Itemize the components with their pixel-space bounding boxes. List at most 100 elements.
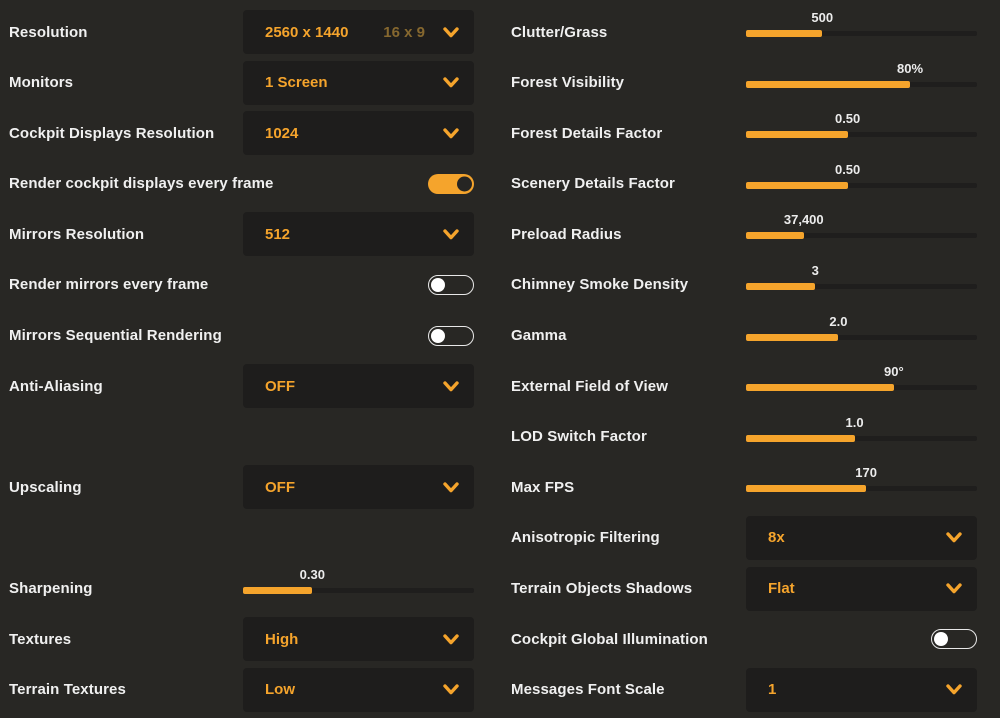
slider-value: 170 [855, 465, 877, 481]
setting-row-mirrors-resolution: Mirrors Resolution 512 [9, 212, 474, 257]
setting-row-anti-aliasing: Anti-Aliasing OFF [9, 364, 474, 409]
slider-fill [746, 434, 855, 442]
slider-fill [746, 485, 867, 493]
toggle-switch[interactable] [931, 629, 977, 650]
slider-value: 37,400 [783, 212, 824, 228]
chevron-down-icon [443, 229, 459, 240]
slider: 0.50 [746, 162, 977, 206]
setting-control: 1024 [243, 111, 474, 156]
setting-row-forest-visibility: Forest Visibility 80% [511, 61, 977, 105]
setting-control: 2560 x 1440 16 x 9 [243, 10, 474, 54]
slider-fill [746, 30, 823, 37]
toggle-knob [431, 328, 445, 343]
setting-label: Chimney Smoke Density [511, 276, 689, 294]
setting-row-textures: Textures High [9, 617, 474, 662]
setting-control [243, 162, 474, 206]
toggle-knob [456, 176, 472, 192]
dropdown-select[interactable]: High [243, 617, 474, 662]
slider: 170 [746, 465, 977, 509]
setting-label: Sharpening [9, 580, 93, 598]
slider-value: 1.0 [845, 414, 864, 430]
setting-control [243, 263, 474, 307]
dropdown-value: High [265, 630, 299, 648]
setting-row-render-mirrors-every-frame: Render mirrors every frame [9, 263, 474, 307]
slider-value: 0.50 [834, 161, 861, 177]
setting-label: Cockpit Displays Resolution [9, 124, 215, 142]
slider-value: 2.0 [829, 313, 848, 329]
dropdown-value: Low [265, 681, 295, 699]
slider-track[interactable] [746, 435, 977, 441]
setting-row-anisotropic-filtering: Anisotropic Filtering 8x [511, 515, 977, 560]
slider-track[interactable] [746, 334, 977, 340]
dropdown-select[interactable]: Low [243, 667, 474, 712]
setting-control: 512 [243, 212, 474, 257]
toggle-switch[interactable] [428, 173, 474, 194]
slider-fill [746, 333, 839, 341]
dropdown-select[interactable]: OFF [243, 465, 474, 510]
chevron-down-icon [443, 26, 459, 37]
setting-control [746, 617, 977, 661]
setting-row-upscaling: Upscaling OFF [9, 465, 474, 510]
setting-label: Forest Details Factor [511, 124, 663, 142]
column-left: Resolution 2560 x 1440 16 x 9 Monitors 1… [9, 10, 474, 712]
slider-value: 0.50 [834, 111, 861, 127]
setting-label: Upscaling [9, 478, 82, 496]
setting-row-max-fps: Max FPS 170 [511, 465, 977, 509]
setting-row-monitors: Monitors 1 Screen [9, 60, 474, 105]
dropdown-value: Flat [768, 580, 795, 598]
slider: 1.0 [746, 415, 977, 459]
dropdown-select[interactable]: 1 [746, 667, 977, 712]
setting-control: Low [243, 667, 474, 712]
setting-label: Preload Radius [511, 225, 622, 243]
slider: 0.30 [243, 567, 474, 611]
setting-label: Resolution [9, 23, 88, 41]
slider-track[interactable] [746, 233, 977, 239]
setting-label: Cockpit Global Illumination [511, 630, 708, 648]
dropdown-value: 8x [768, 529, 785, 547]
setting-row-cockpit-global-illumination: Cockpit Global Illumination [511, 617, 977, 661]
setting-control [243, 314, 474, 358]
dropdown-value: 1024 [265, 124, 299, 142]
toggle-switch[interactable] [428, 325, 474, 346]
setting-control: 1 [746, 667, 977, 712]
toggle-switch[interactable] [428, 274, 474, 295]
chevron-down-icon [946, 684, 962, 695]
slider-track[interactable] [243, 587, 474, 593]
setting-label: Render cockpit displays every frame [9, 175, 274, 193]
dropdown-value: 1 [768, 681, 777, 699]
empty-row [9, 516, 474, 560]
slider-value: 500 [811, 10, 834, 25]
slider-track[interactable] [746, 283, 977, 289]
slider-track[interactable] [746, 132, 977, 138]
slider-track[interactable] [746, 31, 977, 36]
slider: 90° [746, 364, 977, 408]
slider: 0.50 [746, 111, 977, 155]
setting-row-mirrors-sequential-rendering: Mirrors Sequential Rendering [9, 314, 474, 358]
setting-control: OFF [243, 465, 474, 510]
dropdown-select[interactable]: Flat [746, 566, 977, 611]
dropdown-value: OFF [265, 377, 295, 395]
dropdown-select[interactable]: 512 [243, 212, 474, 257]
slider: 2.0 [746, 314, 977, 358]
dropdown-select[interactable]: OFF [243, 364, 474, 409]
slider-track[interactable] [746, 182, 977, 188]
toggle-knob [934, 632, 948, 647]
dropdown-select[interactable]: 8x [746, 515, 977, 560]
dropdown-select[interactable]: 1 Screen [243, 60, 474, 105]
setting-row-gamma: Gamma 2.0 [511, 314, 977, 358]
setting-control: High [243, 617, 474, 662]
slider-value: 0.30 [299, 566, 325, 582]
dropdown-select[interactable]: 1024 [243, 111, 474, 156]
setting-label: Anti-Aliasing [9, 377, 103, 395]
chevron-down-icon [443, 127, 459, 138]
setting-label: Terrain Objects Shadows [511, 580, 693, 598]
chevron-down-icon [443, 380, 459, 391]
setting-row-external-field-of-view: External Field of View 90° [511, 364, 977, 408]
setting-control: Flat [746, 566, 977, 611]
slider-fill [243, 586, 313, 594]
setting-row-lod-switch-factor: LOD Switch Factor 1.0 [511, 415, 977, 459]
setting-label: Monitors [9, 74, 74, 92]
setting-label: Render mirrors every frame [9, 276, 209, 294]
dropdown-select[interactable]: 2560 x 1440 16 x 9 [243, 10, 474, 54]
